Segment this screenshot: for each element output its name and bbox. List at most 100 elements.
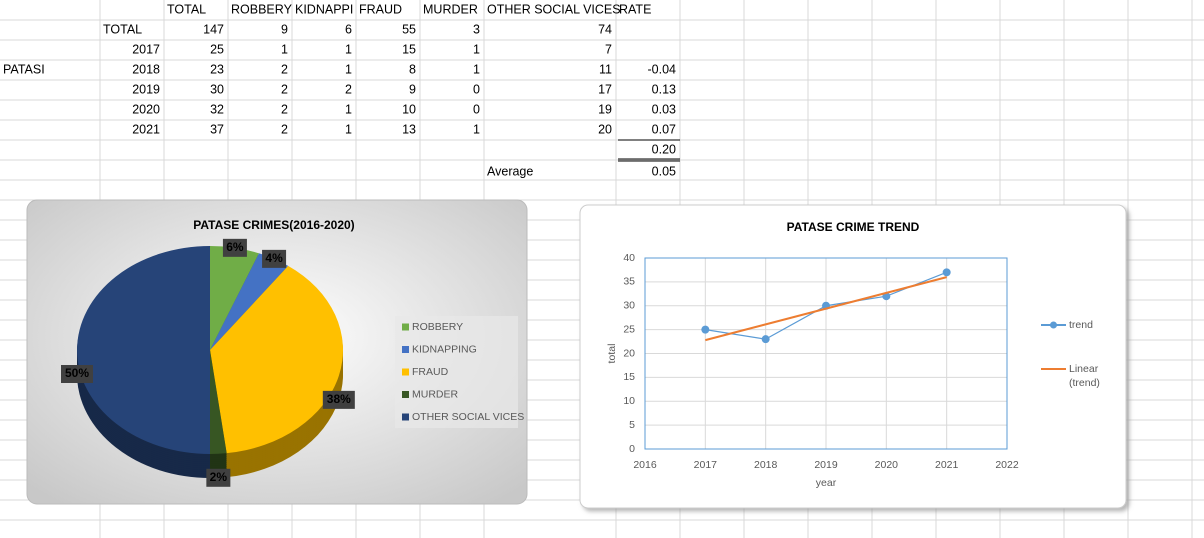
cell-value: 25 [210, 42, 224, 56]
x-tick-label: 2019 [814, 459, 838, 471]
point [701, 325, 710, 334]
slice [77, 246, 211, 454]
legend-marker [1050, 321, 1057, 329]
average-label: Average [487, 164, 533, 178]
y-tick-label: 5 [629, 419, 635, 431]
cell-value: 9 [409, 82, 416, 96]
label-box [222, 238, 247, 257]
x-tick-label: 2022 [995, 459, 1019, 471]
cell-value: 10 [402, 102, 416, 116]
cell-value: 2 [345, 82, 352, 96]
label-box [262, 249, 287, 268]
series-line [705, 276, 947, 342]
column-header: RATE [619, 2, 651, 16]
slice [210, 265, 344, 454]
column-header: FRAUD [359, 2, 402, 16]
y-tick-label: 25 [623, 323, 635, 335]
data-label: 50% [65, 366, 89, 380]
year: 2019 [132, 82, 160, 96]
cell-value: 1 [473, 42, 480, 56]
x-axis-label: year [816, 477, 837, 489]
cell-value: 37 [210, 122, 224, 136]
cell-value: 147 [203, 22, 224, 36]
slice [210, 253, 289, 350]
legend-entry: trend [1069, 319, 1093, 331]
cell-value: 8 [409, 62, 416, 76]
cell-value: 2 [281, 62, 288, 76]
column-header: TOTAL [167, 2, 206, 16]
average-value: 0.05 [652, 164, 676, 178]
cell-value: 2 [281, 102, 288, 116]
line-chart: PATASE CRIME TREND 0 5 10 15 20 25 30 35 40 2016 20… [606, 220, 1093, 489]
cell-value: 23 [210, 62, 224, 76]
cell-value: 74 [598, 22, 612, 36]
legend-entry: FRAUD [412, 366, 449, 378]
data-label: 38% [327, 392, 351, 406]
legend-box [395, 316, 518, 428]
y-tick-label: 20 [623, 347, 635, 359]
rate: 0.03 [652, 102, 676, 116]
legend-swatch [402, 346, 409, 353]
x-tick-label: 2020 [875, 459, 899, 471]
point [761, 335, 770, 344]
legend-swatch [402, 413, 409, 421]
y-tick-label: 40 [623, 252, 635, 264]
cell-value: 0 [473, 102, 480, 116]
cell-value: 7 [605, 42, 612, 56]
cell-value: 32 [210, 102, 224, 116]
data-label: 4% [265, 251, 283, 265]
cell-value: 13 [402, 122, 416, 136]
y-tick-label: 0 [629, 443, 635, 455]
legend-entry: OTHER SOCIAL VICES [412, 411, 524, 423]
y-tick-label: 10 [623, 395, 635, 407]
point [942, 268, 951, 277]
year: 2018 [132, 62, 160, 76]
cell-value: 1 [473, 122, 480, 136]
rate: -0.04 [648, 62, 677, 76]
x-tick-label: 2018 [754, 459, 778, 471]
cell-value: 19 [598, 102, 612, 116]
cell-value: 55 [402, 22, 416, 36]
y-axis-label: total [606, 344, 618, 364]
y-tick-label: 15 [623, 371, 635, 383]
label-box [206, 468, 231, 487]
legend-swatch [402, 323, 409, 331]
year: 2017 [132, 42, 160, 56]
cell-value: 1 [345, 102, 352, 116]
slice [210, 350, 227, 454]
label-box [322, 390, 355, 409]
cell-value: 11 [599, 62, 612, 76]
year: 2021 [132, 122, 160, 136]
cell-value: 3 [473, 22, 480, 36]
cell-value: 17 [598, 82, 612, 96]
line-chart-area [579, 204, 1127, 509]
rate: 0.07 [652, 122, 676, 136]
x-tick-label: 2021 [935, 459, 959, 471]
cell-value: 0 [473, 82, 480, 96]
chart-title: PATASE CRIMES(2016-2020) [193, 218, 354, 232]
legend-entry: ROBBERY [412, 321, 463, 333]
pie-chart: PATASE CRIMES(2016-2020) 6% 4% 38% 2% 50% ROBB… [61, 218, 524, 487]
y-tick-label: 30 [623, 300, 635, 312]
x-tick-label: 2017 [694, 459, 718, 471]
label-box [61, 365, 93, 383]
data-label: 2% [210, 470, 228, 484]
slice [210, 246, 259, 350]
legend-entry: Linear (trend) [1069, 363, 1100, 389]
cell-value: 2 [281, 82, 288, 96]
group-label: PATASI [3, 62, 45, 76]
row-label: TOTAL [103, 22, 142, 36]
cell-value: 9 [281, 22, 288, 36]
legend-entry: MURDER [412, 388, 458, 400]
cell-value: 1 [345, 122, 352, 136]
cells: TOTAL ROBBERY KIDNAPPI FRAUD MURDER OTHER SOC… [3, 2, 676, 178]
legend-swatch [402, 368, 409, 376]
legend-entry: KIDNAPPING [412, 343, 477, 355]
rate: 0.13 [652, 82, 676, 96]
legend-swatch [402, 391, 409, 398]
cell-value: 1 [281, 42, 288, 56]
plot-border [644, 257, 1008, 450]
y-tick-label: 35 [623, 276, 635, 288]
